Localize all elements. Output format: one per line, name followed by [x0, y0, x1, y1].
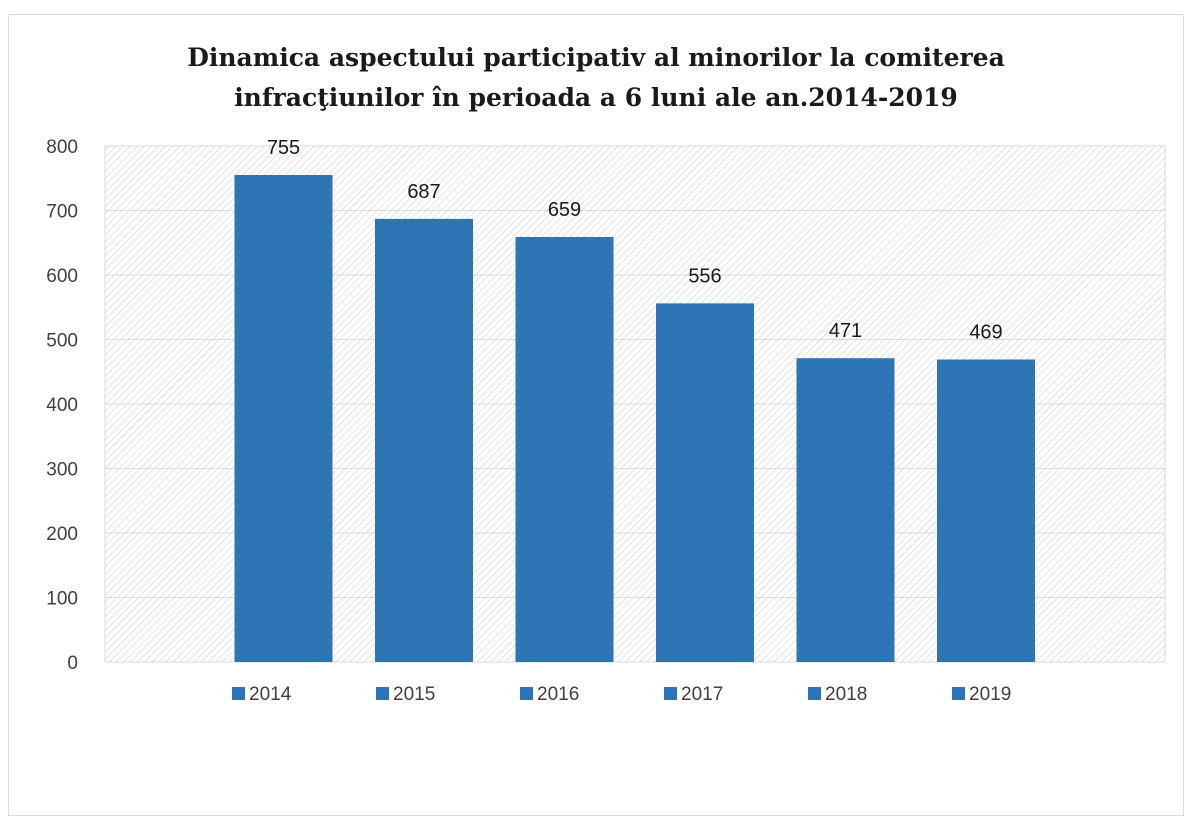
data-label-2016: 659	[548, 199, 581, 221]
y-tick-label: 800	[46, 137, 78, 158]
chart-title-line-1: Dinamica aspectului participativ al mino…	[187, 43, 1005, 72]
data-label-2018: 471	[829, 320, 862, 342]
chart-title-line-2: infracţiunilor în perioada a 6 luni ale …	[234, 83, 958, 112]
y-tick-label: 300	[46, 460, 78, 481]
y-axis: 0 100 200 300 400 500 600 700 800	[46, 137, 78, 674]
data-label-2015: 687	[407, 181, 440, 203]
legend-label-2015: 2015	[393, 684, 435, 705]
bar-2014	[234, 175, 333, 662]
data-label-2019: 469	[969, 321, 1002, 343]
legend-label-2018: 2018	[825, 684, 867, 705]
y-tick-label: 100	[46, 589, 78, 610]
y-tick-label: 700	[46, 202, 78, 223]
legend-swatch-2017	[664, 687, 677, 700]
data-labels: 755 687 659 556 471 469	[267, 137, 1003, 343]
bar-2016	[515, 236, 614, 662]
legend: 2014 2015 2016 2017 2018 2019	[232, 684, 1011, 705]
y-tick-label: 500	[46, 331, 78, 352]
y-tick-label: 0	[67, 653, 78, 674]
legend-swatch-2019	[952, 687, 965, 700]
legend-swatch-2015	[376, 687, 389, 700]
legend-swatch-2018	[808, 687, 821, 700]
bars	[234, 175, 1035, 662]
data-label-2017: 556	[688, 265, 721, 287]
bar-2017	[656, 303, 754, 662]
y-tick-label: 600	[46, 266, 78, 287]
data-label-2014: 755	[267, 137, 300, 159]
legend-swatch-2014	[232, 687, 245, 700]
legend-label-2014: 2014	[249, 684, 292, 705]
y-tick-label: 200	[46, 524, 78, 545]
legend-label-2017: 2017	[681, 684, 723, 705]
legend-swatch-2016	[520, 687, 533, 700]
bar-2015	[375, 218, 473, 662]
legend-label-2019: 2019	[969, 684, 1011, 705]
y-tick-label: 400	[46, 395, 78, 416]
bar-2019	[937, 359, 1035, 662]
legend-label-2016: 2016	[537, 684, 579, 705]
bar-2018	[796, 358, 895, 662]
chart-title: Dinamica aspectului participativ al mino…	[0, 38, 1192, 118]
